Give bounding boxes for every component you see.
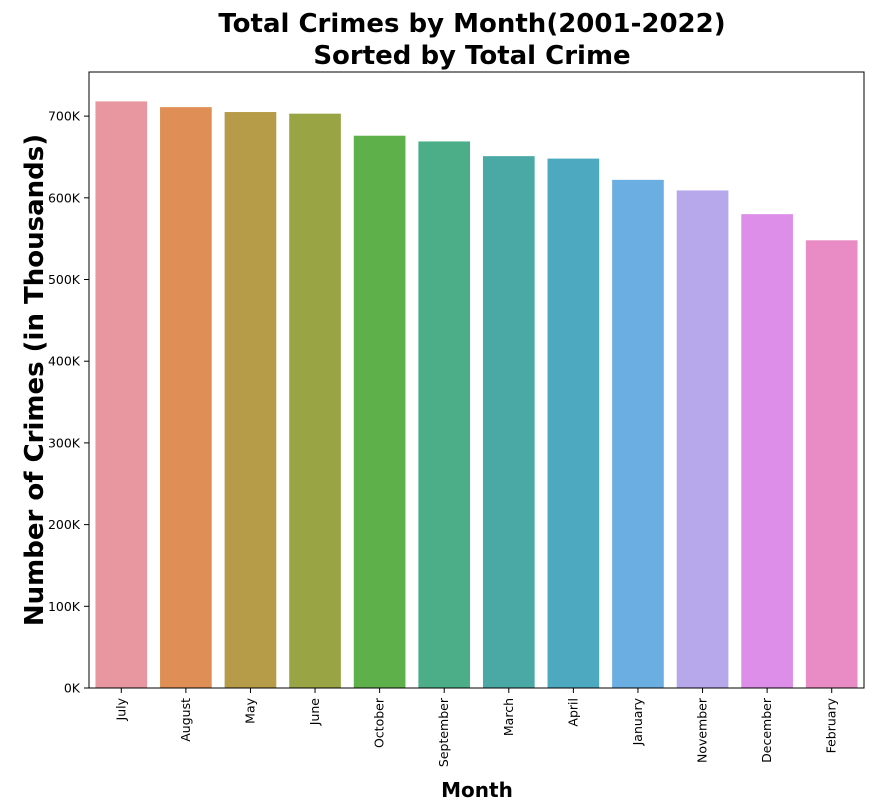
y-tick-label: 200K (48, 517, 81, 532)
y-tick-label: 600K (48, 190, 81, 205)
y-tick-label: 400K (48, 354, 81, 369)
x-tick-label: September (436, 697, 451, 767)
bar-january (612, 179, 664, 688)
bar-february (805, 240, 858, 689)
bar-november (676, 190, 729, 688)
y-tick-label: 500K (48, 272, 81, 287)
chart-title-line2: Sorted by Total Crime (313, 41, 630, 71)
bar-december (741, 214, 793, 688)
bar-march (482, 156, 535, 688)
y-tick-label: 100K (48, 599, 81, 614)
bars-group (95, 101, 858, 689)
y-axis-label: Number of Crimes (in Thousands) (20, 134, 50, 626)
plot-frame (88, 71, 865, 689)
x-tick-label: May (242, 697, 257, 723)
x-tick-label: October (372, 697, 387, 748)
x-axis: July August May June October September March Ap… (113, 688, 839, 767)
y-tick-label: 300K (48, 435, 81, 450)
x-tick-label: July (113, 697, 128, 721)
x-axis-label: Month (441, 778, 513, 802)
y-tick-label: 700K (48, 109, 81, 124)
x-tick-label: March (501, 698, 516, 736)
bar-september (418, 141, 471, 688)
y-axis: 0K 100K 200K 300K 400K 500K 600K 700K (48, 109, 89, 696)
y-tick-label: 0K (64, 681, 81, 696)
bar-august (160, 107, 212, 688)
chart-title-line1: Total Crimes by Month(2001-2022) (218, 9, 725, 39)
bar-may (224, 112, 277, 688)
x-tick-label: June (307, 698, 322, 727)
x-tick-label: August (178, 698, 193, 742)
bar-june (289, 113, 341, 689)
x-tick-label: April (565, 698, 580, 727)
x-tick-label: November (695, 697, 710, 763)
bar-april (547, 158, 600, 689)
x-tick-label: December (759, 697, 774, 763)
x-tick-label: February (824, 697, 839, 753)
bar-october (353, 135, 406, 689)
x-tick-label: January (630, 697, 645, 746)
bar-july (95, 101, 148, 688)
